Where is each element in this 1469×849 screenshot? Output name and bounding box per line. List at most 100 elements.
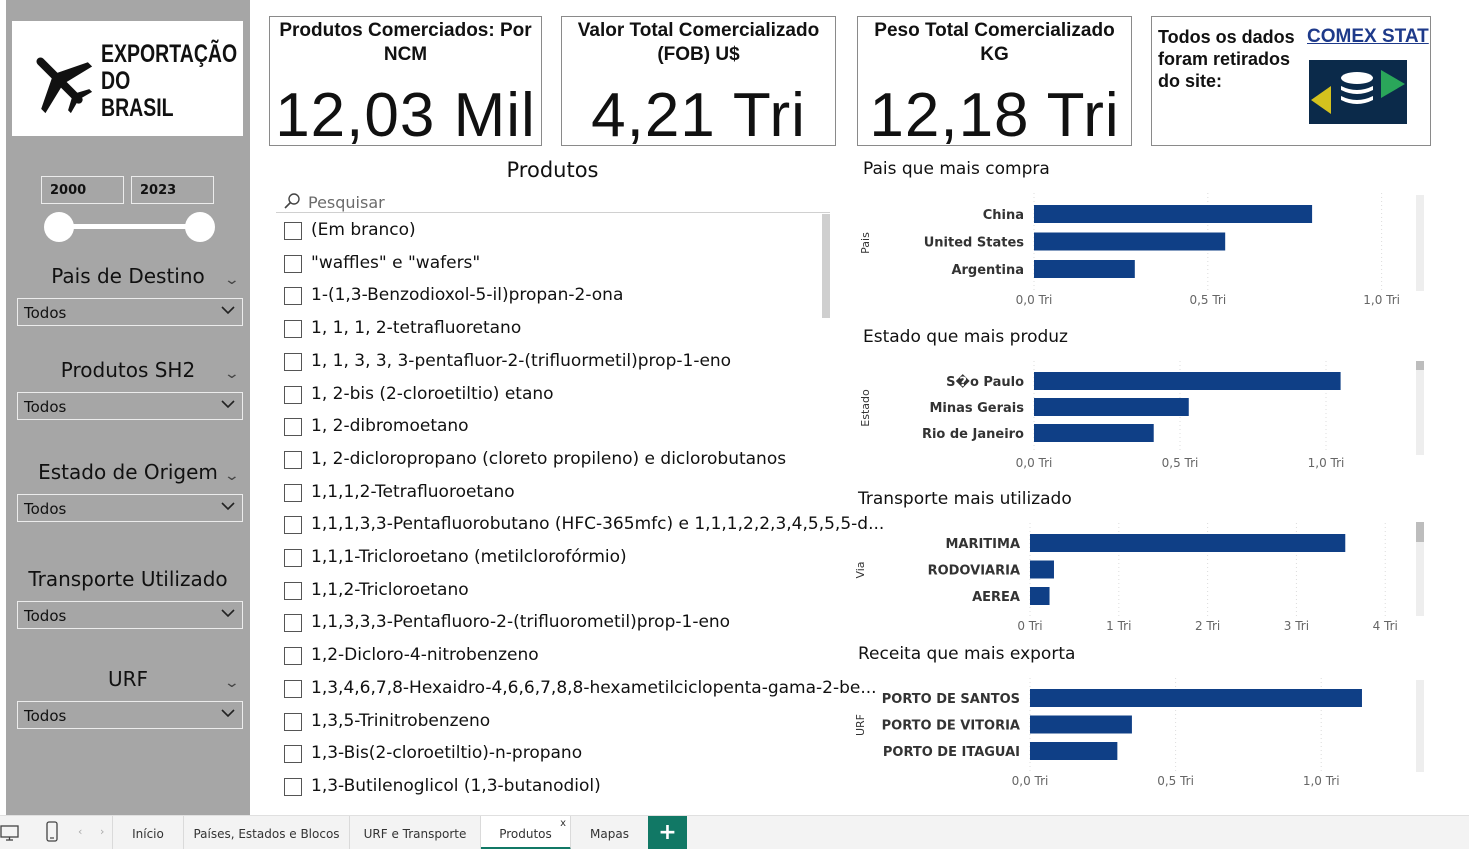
bar[interactable] — [1034, 205, 1313, 223]
comexstat-logo-icon[interactable] — [1309, 60, 1407, 124]
product-label: 1, 1, 3, 3, 3-pentafluor-2-(trifluormeti… — [311, 350, 732, 371]
products-list-scrollbar[interactable] — [822, 214, 830, 318]
tick-label: 0,5 Tri — [1162, 456, 1199, 470]
product-label: 1,3,5-Trinitrobenzeno — [311, 710, 491, 731]
add-page-button[interactable]: + — [648, 816, 687, 849]
product-label: 1, 1, 1, 2-tetrafluoretano — [311, 318, 522, 339]
source-text-line: Todos os dados — [1158, 27, 1295, 47]
checkbox[interactable] — [284, 516, 302, 535]
chart-scrollbar-thumb[interactable] — [1416, 522, 1424, 542]
y-axis-title: URF — [855, 714, 867, 736]
tick-label: 0,0 Tri — [1012, 774, 1049, 788]
checkbox[interactable] — [284, 777, 302, 796]
close-icon[interactable]: x — [560, 818, 566, 829]
next-page-icon[interactable]: › — [100, 825, 105, 838]
checkbox[interactable] — [284, 712, 302, 731]
year-slider-start-handle[interactable] — [44, 212, 74, 242]
dropdown-estado-origem[interactable]: Todos — [17, 494, 243, 522]
checkbox[interactable] — [284, 352, 302, 371]
comex-stat-link[interactable]: COMEX STAT — [1307, 26, 1429, 47]
prev-page-icon[interactable]: ‹ — [78, 825, 83, 838]
bar[interactable] — [1030, 715, 1132, 734]
bar[interactable] — [1030, 689, 1362, 707]
chevron-down-icon — [221, 306, 235, 315]
product-label: 1,1,1-Tricloroetano (metilclorofórmio) — [311, 547, 627, 567]
products-search[interactable]: Pesquisar — [276, 188, 830, 213]
tab-inicio[interactable]: Início — [112, 816, 184, 849]
checkbox[interactable] — [284, 679, 302, 698]
year-start-input[interactable]: 2000 — [41, 176, 124, 204]
chevron-down-icon[interactable]: ⌄ — [223, 272, 241, 288]
tab-mapas[interactable]: Mapas — [590, 827, 629, 841]
chevron-down-icon[interactable]: ⌄ — [223, 366, 241, 382]
dropdown-transporte[interactable]: Todos — [17, 601, 243, 629]
product-label: 1,1,3,3,3-Pentafluoro-2-(trifluorometil)… — [311, 612, 731, 633]
mobile-view-icon[interactable] — [45, 821, 59, 843]
bar[interactable] — [1034, 398, 1189, 416]
dropdown-produtos-sh2[interactable]: Todos — [17, 392, 243, 420]
bar[interactable] — [1030, 742, 1118, 760]
logo-line-3: BRASIL — [101, 94, 174, 122]
bar[interactable] — [1034, 260, 1135, 278]
checkbox[interactable] — [284, 647, 302, 666]
chevron-down-icon[interactable]: ⌄ — [223, 468, 241, 484]
chart-scrollbar-thumb[interactable] — [1416, 361, 1424, 370]
checkbox[interactable] — [284, 614, 302, 633]
checkbox[interactable] — [284, 745, 302, 764]
checkbox[interactable] — [284, 450, 302, 469]
checkbox[interactable] — [284, 254, 302, 273]
chart-scrollbar[interactable] — [1416, 361, 1424, 455]
kpi-title-line: Valor Total Comercializado — [577, 20, 820, 41]
category-label: MARITIMA — [945, 537, 1020, 552]
bar[interactable] — [1030, 534, 1346, 552]
category-label: PORTO DE SANTOS — [882, 692, 1020, 707]
chart-estado-que-mais-produz: 0,0 Tri 0,5 Tri 1,0 Tri Estado S�o Paulo Mina… — [859, 361, 1345, 470]
tab-urf-transporte[interactable]: URF e Transporte — [350, 816, 481, 849]
search-placeholder: Pesquisar — [308, 193, 385, 212]
bar[interactable] — [1034, 232, 1226, 251]
product-label: 1,1,1,3,3-Pentafluorobutano (HFC-365mfc)… — [311, 514, 885, 535]
tick-label: 1,0 Tri — [1308, 456, 1345, 470]
dropdown-urf[interactable]: Todos — [17, 701, 243, 729]
dropdown-value: Todos — [24, 500, 67, 518]
logo: EXPORTAÇÃO DO BRASIL — [12, 21, 243, 136]
checkbox[interactable] — [284, 581, 302, 600]
source-text-line: foram retirados — [1158, 49, 1291, 69]
filter-title-pais-destino: Pais de Destino — [51, 264, 205, 288]
product-label: "waffles" e "wafers" — [311, 252, 481, 273]
checkbox[interactable] — [284, 287, 302, 306]
product-label: (Em branco) — [311, 220, 416, 240]
product-label: 1,3-Bis(2-cloroetiltio)-n-propano — [311, 743, 583, 764]
chart-scrollbar[interactable] — [1416, 195, 1424, 291]
search-icon — [284, 193, 300, 209]
bar[interactable] — [1030, 560, 1054, 579]
chart-scrollbar[interactable] — [1416, 522, 1424, 616]
desktop-view-icon[interactable] — [0, 823, 20, 843]
checkbox[interactable] — [284, 483, 302, 502]
product-label: 1,3-Butilenoglicol (1,3-butanodiol) — [311, 775, 601, 796]
tick-label: 0,0 Tri — [1016, 293, 1053, 307]
y-axis-title: Estado — [859, 389, 872, 427]
bar[interactable] — [1030, 587, 1050, 605]
chart-scrollbar[interactable] — [1416, 680, 1424, 772]
chevron-down-icon — [221, 400, 235, 409]
checkbox[interactable] — [284, 222, 302, 240]
dropdown-pais-destino[interactable]: Todos — [17, 298, 243, 326]
bar[interactable] — [1034, 372, 1341, 390]
tick-label: 3 Tri — [1284, 619, 1309, 633]
year-slider-track[interactable] — [58, 224, 206, 229]
year-end-input[interactable]: 2023 — [131, 176, 214, 204]
checkbox[interactable] — [284, 418, 302, 437]
chart-title-receita: Receita que mais exporta — [858, 644, 1076, 664]
year-slider-end-handle[interactable] — [185, 212, 215, 242]
category-label: PORTO DE ITAGUAI — [883, 745, 1020, 760]
bar[interactable] — [1034, 424, 1154, 442]
chevron-down-icon[interactable]: ⌄ — [223, 675, 241, 691]
tick-label: 2 Tri — [1195, 619, 1220, 633]
checkbox[interactable] — [284, 385, 302, 404]
checkbox[interactable] — [284, 320, 302, 339]
tab-produtos[interactable]: Produtos x — [481, 816, 571, 849]
checkbox[interactable] — [284, 549, 302, 567]
products-title: Produtos — [506, 158, 599, 182]
tab-paises-estados-blocos[interactable]: Países, Estados e Blocos — [184, 816, 350, 849]
